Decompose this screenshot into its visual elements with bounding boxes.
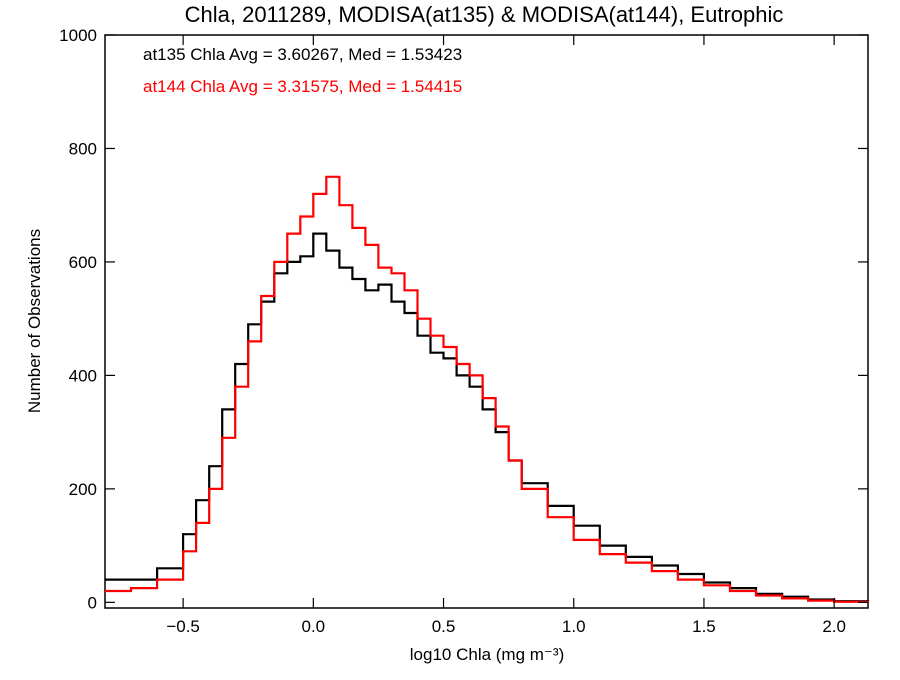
plot-frame (104, 34, 869, 609)
y-axis-label: Number of Observations (25, 229, 44, 413)
x-tick-label: 0.0 (302, 617, 326, 636)
annotation-at144: at144 Chla Avg = 3.31575, Med = 1.54415 (143, 77, 462, 96)
x-axis-label: log10 Chla (mg m⁻³) (410, 645, 564, 664)
x-tick-label: 1.5 (692, 617, 716, 636)
x-tick-label: −0.5 (166, 617, 200, 636)
plot-area (104, 34, 869, 609)
y-tick-label: 800 (69, 139, 97, 158)
y-tick-label: 200 (69, 480, 97, 499)
annotation-at135: at135 Chla Avg = 3.60267, Med = 1.53423 (143, 45, 462, 64)
chart-title: Chla, 2011289, MODISA(at135) & MODISA(at… (185, 2, 784, 27)
y-tick-label: 1000 (59, 26, 97, 45)
series-line-at135 (105, 232, 870, 603)
x-tick-label: 1.0 (562, 617, 586, 636)
y-tick-label: 0 (88, 593, 97, 612)
series-layer (105, 175, 870, 603)
x-axis: −0.5 0.0 0.5 1.0 1.5 2.0 (166, 35, 846, 636)
x-tick-label: 2.0 (822, 617, 846, 636)
y-tick-label: 600 (69, 253, 97, 272)
series-line-at144 (105, 175, 870, 603)
y-axis: 0 200 400 600 800 1000 (59, 26, 868, 612)
x-tick-label: 0.5 (432, 617, 456, 636)
y-tick-label: 400 (69, 366, 97, 385)
